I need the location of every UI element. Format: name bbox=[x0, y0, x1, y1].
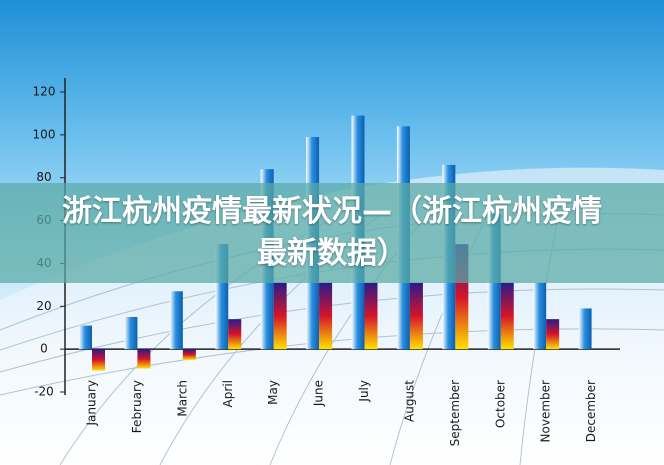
x-tick-label: April bbox=[221, 380, 235, 407]
x-tick-label: October bbox=[493, 380, 507, 428]
x-tick-label: February bbox=[130, 380, 144, 433]
bar bbox=[409, 282, 423, 350]
x-tick-label: June bbox=[312, 380, 326, 407]
banner: 浙江杭州疫情最新状况—（浙江杭州疫情最新数据） bbox=[0, 183, 664, 283]
y-tick-label: 0 bbox=[40, 342, 48, 356]
x-tick-label: December bbox=[584, 380, 598, 442]
bar bbox=[92, 349, 105, 371]
bar bbox=[578, 308, 592, 350]
bar bbox=[228, 319, 242, 350]
x-tick-label: January bbox=[85, 380, 99, 427]
y-tick-label: 100 bbox=[33, 127, 56, 141]
banner-title: 浙江杭州疫情最新状况—（浙江杭州疫情最新数据） bbox=[62, 194, 602, 271]
x-tick-label: November bbox=[539, 380, 553, 442]
y-tick-label: 20 bbox=[36, 299, 51, 313]
bar bbox=[533, 282, 547, 350]
x-tick-label: March bbox=[175, 380, 189, 417]
bar bbox=[500, 282, 514, 350]
x-tick-label: July bbox=[357, 380, 371, 403]
bar bbox=[137, 349, 151, 369]
y-tick-label: 120 bbox=[33, 85, 56, 99]
bar bbox=[182, 349, 196, 360]
bar bbox=[546, 319, 560, 350]
bar bbox=[169, 291, 183, 350]
y-tick-label: -20 bbox=[34, 385, 54, 399]
bar bbox=[124, 317, 138, 350]
y-tick-label: 80 bbox=[36, 170, 51, 184]
x-tick-label: September bbox=[448, 380, 462, 446]
bar bbox=[364, 282, 378, 350]
x-tick-label: August bbox=[402, 380, 416, 422]
bar bbox=[319, 282, 333, 350]
bar bbox=[273, 282, 287, 350]
x-tick-label: May bbox=[266, 380, 280, 405]
bar bbox=[79, 325, 92, 350]
